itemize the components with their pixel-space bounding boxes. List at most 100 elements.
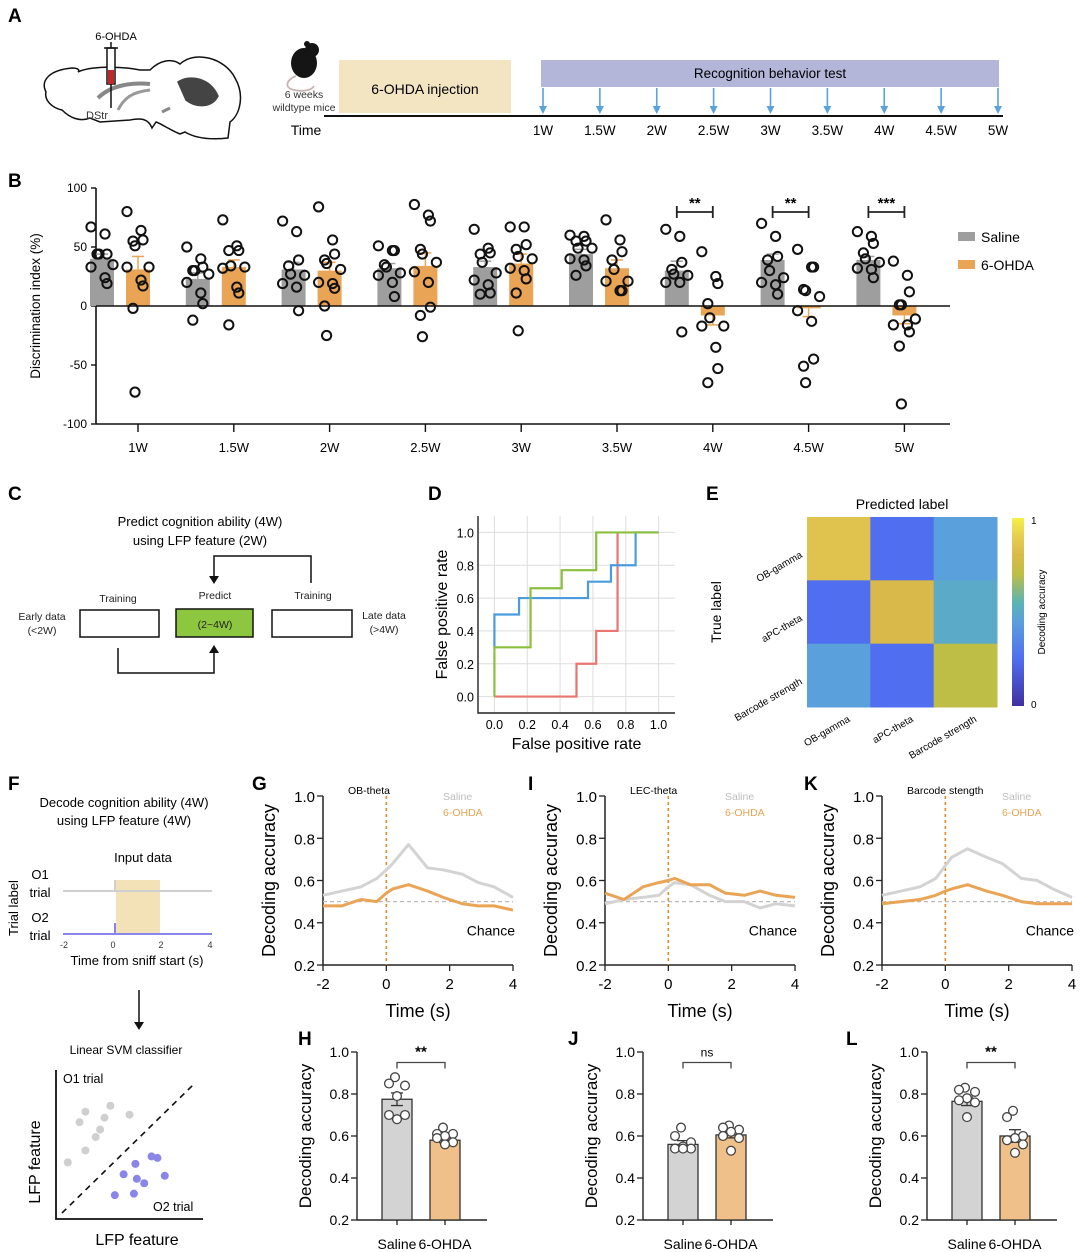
data-point [468,223,480,235]
data-point [725,1145,737,1156]
syringe-icon [104,42,118,108]
data-point [725,1126,737,1137]
data-point [682,269,694,281]
data-point [867,272,880,284]
data-point [143,261,155,273]
line-saline [322,843,514,899]
panel-label-i: I [528,774,533,795]
svm-ylabel: LFP feature [27,1120,44,1203]
significance-bracket [396,1061,446,1069]
heatmap-title: Predicted label [856,496,949,512]
data-point [674,230,686,242]
heatmap-cell [870,643,935,708]
o1-point [91,1133,100,1142]
x-axis-label: Time (s) [385,1001,450,1021]
y-tick-label: 0.4 [616,1170,636,1186]
heatmap-cell [933,517,998,581]
data-point [710,270,722,283]
f-title-line1: Decode cognition ability (4W) [39,795,208,810]
data-point [99,272,111,284]
colorbar-label: Decoding accuracy [1037,569,1048,654]
c-training-right: Training [294,590,332,602]
data-point [772,288,784,300]
x-axis-label: Time (s) [667,1001,732,1021]
data-point [756,217,768,229]
significance-label: ** [689,195,701,212]
timepoint-label: 4W [874,123,895,138]
arrow-down-icon [709,106,718,114]
significance-label: ** [785,195,797,212]
data-point [704,312,716,324]
data-point [129,386,141,398]
data-point [718,320,730,332]
roc-curve-blue [493,531,659,648]
significance-label: ns [701,1046,714,1060]
y-tick-label: 1.0 [457,526,474,540]
arrow-down-icon [880,106,889,114]
panel-l-bar-chart: 0.2 0.4 0.6 0.8 1.0 Decoding accuracy Saline 6-… [866,1044,1057,1252]
c-late-label: Late data [362,610,406,622]
data-point [520,239,532,251]
data-point [239,261,251,273]
data-point [808,353,820,365]
timepoint-label: 5W [988,123,1009,138]
x-tick-label: 0.6 [584,718,601,732]
x-tick-label: 4 [509,976,517,993]
y-tick-label: 0.2 [576,958,597,975]
data-point [424,301,436,313]
data-point [504,262,516,274]
data-point [600,214,612,226]
data-point [696,320,708,332]
data-point [99,228,111,240]
data-point [476,256,488,268]
chance-label: Chance [467,922,515,938]
y-tick-label: 0.8 [457,559,474,573]
o1-point [63,1158,72,1167]
f-time-xlabel: Time from sniff start (s) [71,953,204,968]
arrow-down-icon [766,106,775,114]
data-point [660,223,672,235]
f-xtick: 4 [207,940,212,950]
data-point [291,226,303,238]
data-point [181,241,193,253]
x-tick-label: 0.2 [519,718,536,732]
panel-f-diagram: Decode cognition ability (4W) using LFP … [6,795,213,1249]
x-tick-label: 2 [1004,976,1012,993]
data-point [903,286,916,298]
panel-j-bar-chart: 0.2 0.4 0.6 0.8 1.0 Decoding accuracy Saline 6-… [582,1044,773,1252]
y-tick-label: 0.8 [330,1086,350,1102]
c-arrowhead-up-icon [209,645,219,653]
y-tick-label: 0.6 [576,874,597,891]
axes [322,796,513,966]
data-point [277,277,289,290]
drug-label: 6-OHDA [95,31,137,43]
f-o1-label: O1 [31,867,48,882]
x-tick-label: 2.5W [410,440,441,455]
c-training-left: Training [99,593,137,605]
data-point [676,326,688,338]
svm-decision-boundary [61,1084,194,1214]
panel-b-chart: 100 50 0 -50 -100 Discrimination index (%) 1W 1… [28,181,1035,455]
y-tick-label: 0.6 [853,874,874,891]
data-point [867,237,880,250]
o1-point [100,1113,109,1122]
y-axis-label: Decoding accuracy [582,1063,601,1208]
y-tick-label: -100 [63,417,87,431]
data-point [135,224,147,237]
data-point [394,267,406,279]
o1-point [81,1107,90,1116]
data-point [859,253,872,265]
significance-label: *** [878,195,896,212]
o2-point [160,1171,169,1180]
time-label: Time [291,122,322,138]
y-tick-label: 0.2 [853,958,874,975]
x-tick-label: -2 [316,976,329,993]
data-point [851,226,864,238]
y-tick-label: 0.6 [457,592,474,606]
panel-label-g: G [252,774,267,795]
data-point [329,248,341,260]
data-point [580,260,592,272]
chance-label: Chance [749,922,797,938]
o1-point [81,1146,90,1155]
y-tick-label: 0.2 [294,958,315,975]
